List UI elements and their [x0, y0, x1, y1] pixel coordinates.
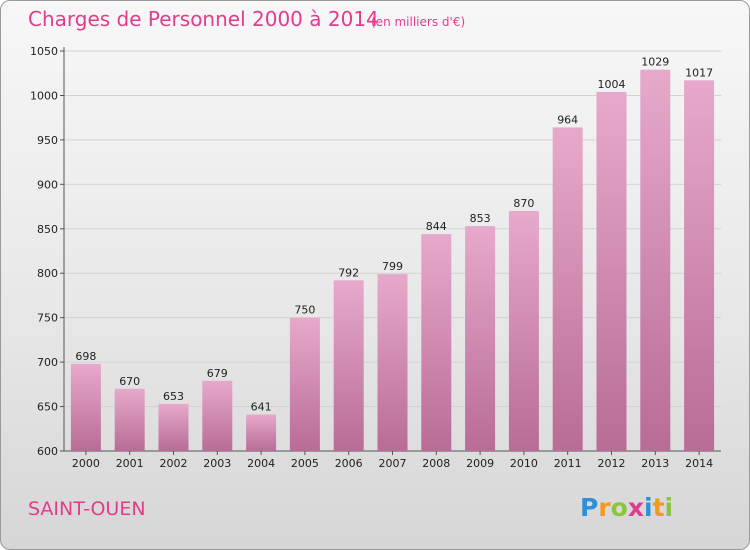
logo-letter-6: i [665, 493, 674, 522]
bar-2012 [596, 91, 627, 451]
data-label-2000: 698 [75, 350, 96, 363]
proxiti-logo: Proxiti [580, 493, 673, 522]
bar-2006 [333, 280, 364, 451]
y-tick-label-900: 900 [37, 178, 58, 191]
y-tick-label-1000: 1000 [30, 89, 58, 102]
y-tick-label-650: 650 [37, 401, 58, 414]
x-tick-label-2010: 2010 [510, 457, 538, 470]
x-tick-labels: 2000 2001 2002 2003 2004 2005 2006 2007 2008 2009… [72, 451, 713, 470]
x-tick-label-2003: 2003 [203, 457, 231, 470]
y-tick-label-800: 800 [37, 267, 58, 280]
data-label-2010: 870 [513, 197, 534, 210]
bar-2004 [246, 414, 277, 451]
bar-2001 [114, 388, 145, 451]
data-label-2011: 964 [557, 113, 578, 126]
logo-letter-3: x [628, 493, 644, 522]
logo-letter-0: P [580, 493, 598, 522]
commune-name: SAINT-OUEN [28, 498, 146, 520]
data-label-2001: 670 [119, 375, 140, 388]
bar-2003 [202, 380, 233, 451]
chart-subtitle: (en milliers d'€) [371, 15, 465, 29]
bar-2014 [684, 80, 715, 451]
logo-letter-2: o [611, 493, 628, 522]
x-tick-label-2009: 2009 [466, 457, 494, 470]
bar-2011 [552, 127, 583, 451]
bar-2005 [289, 317, 320, 451]
logo-letter-5: t [653, 493, 665, 522]
x-tick-label-2002: 2002 [160, 457, 188, 470]
y-tick-label-600: 600 [37, 445, 58, 458]
y-tick-label-750: 750 [37, 312, 58, 325]
y-tick-label-1050: 1050 [30, 45, 58, 58]
y-tick-label-950: 950 [37, 134, 58, 147]
data-label-2013: 1029 [641, 56, 669, 69]
bar-2002 [158, 403, 189, 451]
bar-2010 [508, 211, 539, 451]
logo-letter-1: r [598, 493, 611, 522]
logo-letter-4: i [644, 493, 653, 522]
bar-2009 [465, 226, 496, 451]
data-label-2012: 1004 [598, 78, 626, 91]
y-tick-label-850: 850 [37, 223, 58, 236]
x-tick-label-2004: 2004 [247, 457, 275, 470]
y-tick-label-700: 700 [37, 356, 58, 369]
data-label-2003: 679 [207, 367, 228, 380]
data-label-2014: 1017 [685, 66, 713, 79]
data-labels: 698 670 653 679 641 750 792 799 844 853 870 964 1004… [75, 56, 713, 414]
x-tick-label-2005: 2005 [291, 457, 319, 470]
x-tick-label-2012: 2012 [598, 457, 626, 470]
x-tick-label-2014: 2014 [685, 457, 713, 470]
bars [70, 69, 715, 452]
bar-2007 [377, 274, 408, 451]
data-label-2005: 750 [294, 304, 315, 317]
bar-2008 [421, 234, 452, 451]
data-label-2004: 641 [251, 401, 272, 414]
chart-title: Charges de Personnel 2000 à 2014 [28, 7, 379, 31]
x-tick-label-2008: 2008 [422, 457, 450, 470]
x-tick-label-2006: 2006 [335, 457, 363, 470]
x-tick-label-2007: 2007 [379, 457, 407, 470]
y-tick-labels: 600 650 700 750 800 850 900 950 1000 1050 [30, 45, 58, 458]
data-label-2009: 853 [470, 212, 491, 225]
bar-2000 [70, 363, 101, 451]
x-tick-label-2011: 2011 [554, 457, 582, 470]
data-label-2002: 653 [163, 390, 184, 403]
x-tick-label-2001: 2001 [116, 457, 144, 470]
bar-2013 [640, 69, 671, 452]
x-tick-label-2013: 2013 [641, 457, 669, 470]
data-label-2008: 844 [426, 220, 447, 233]
x-tick-label-2000: 2000 [72, 457, 100, 470]
data-label-2007: 799 [382, 260, 403, 273]
data-label-2006: 792 [338, 266, 359, 279]
